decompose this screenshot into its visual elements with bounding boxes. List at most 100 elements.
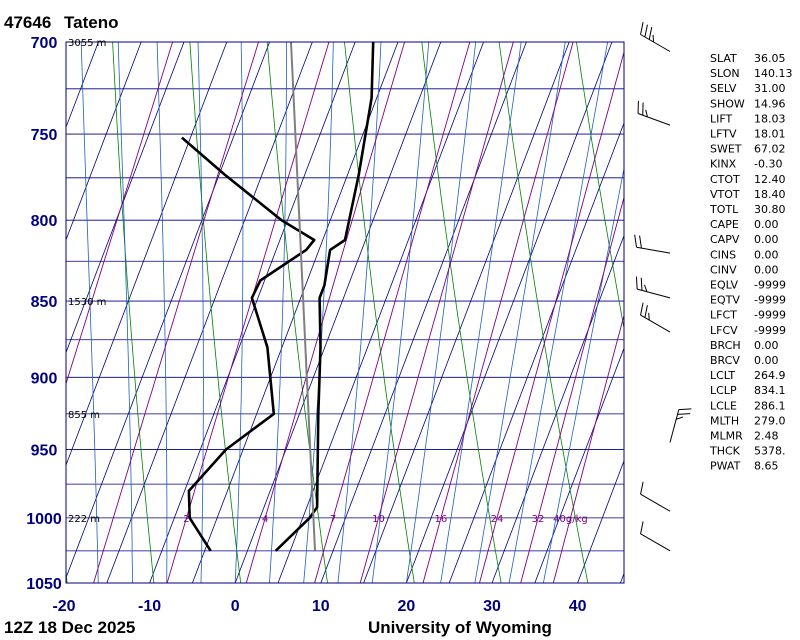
mixing-ratio-label: 32 <box>532 514 545 525</box>
mixing-ratio-line <box>520 195 624 583</box>
mixing-ratio-label: 2 <box>183 514 189 525</box>
dry-adiabat <box>576 42 624 331</box>
mixing-ratio-line <box>359 42 514 583</box>
wind-barb <box>635 276 671 299</box>
moist-adiabat <box>80 42 99 583</box>
index-value: 18.01 <box>754 128 786 141</box>
moist-adiabat <box>543 166 624 583</box>
station-name: Tateno <box>64 13 118 32</box>
temperature-tick-label: 20 <box>398 598 416 615</box>
mixing-ratio-label: 10 <box>372 514 385 525</box>
moist-adiabat <box>474 42 566 583</box>
background-lines <box>66 42 624 583</box>
index-key: EQLV <box>710 279 739 292</box>
wind-barbs <box>634 22 692 552</box>
index-key: SLON <box>710 67 740 80</box>
height-label: 3055 m <box>68 38 106 49</box>
isotherm-line <box>66 42 228 467</box>
index-value: 8.65 <box>754 460 779 473</box>
isotherm-line <box>534 347 624 583</box>
mixing-ratio-line <box>66 42 174 386</box>
height-label: 222 m <box>68 514 100 525</box>
index-key: SLAT <box>710 52 737 65</box>
index-value: 12.40 <box>754 173 786 186</box>
index-key: BRCH <box>710 339 741 352</box>
index-value: 5378. <box>754 445 786 458</box>
pressure-tick-label: 950 <box>31 442 58 459</box>
index-key: TOTL <box>709 203 739 216</box>
index-key: VTOT <box>710 188 740 201</box>
temperature-tick-label: 0 <box>231 598 240 615</box>
isotherm-line <box>66 42 185 354</box>
mixing-ratio-line <box>552 313 624 583</box>
index-value: 0.00 <box>754 218 779 231</box>
moist-adiabat <box>117 42 133 583</box>
index-key: LFTV <box>710 128 737 141</box>
height-label: 855 m <box>68 410 100 421</box>
temperature-tick-label: -20 <box>52 598 75 615</box>
isotherm-line <box>234 42 442 583</box>
index-key: THCK <box>709 445 741 458</box>
isotherm-line <box>149 42 356 583</box>
station-id: 47646 <box>4 13 51 32</box>
pressure-tick-label: 850 <box>31 294 58 311</box>
index-key: SWET <box>710 143 742 156</box>
mixing-ratio-label: 24 <box>491 514 504 525</box>
moist-adiabat <box>508 42 608 583</box>
index-value: 0.00 <box>754 354 779 367</box>
index-value: 834.1 <box>754 384 786 397</box>
index-value: 2.48 <box>754 430 779 443</box>
pressure-tick-label: 800 <box>31 213 58 230</box>
isotherm-line <box>66 42 270 579</box>
axis-labels: 700 750 800 850 900 950 1000 1050 -20 -10 0 10 20 30 4… <box>26 35 588 615</box>
mixing-ratio-line <box>479 50 624 583</box>
index-key: CTOT <box>710 173 740 186</box>
index-key: EQTV <box>710 294 740 307</box>
temperature-line <box>274 42 375 552</box>
wind-barb <box>634 234 671 254</box>
moist-adiabat <box>337 42 382 583</box>
moist-adiabat <box>406 42 477 583</box>
index-key: MLMR <box>710 430 743 443</box>
mixing-ratio-line <box>245 42 406 583</box>
isotherm-line <box>106 42 313 583</box>
index-value: 140.13 <box>754 67 793 80</box>
wind-barb <box>640 521 671 552</box>
data-source: University of Wyoming <box>368 618 552 637</box>
index-key: LFCT <box>710 309 737 322</box>
mixing-ratio-label: 40g/kg <box>553 514 588 525</box>
isotherm-line <box>66 42 142 241</box>
index-key: LIFT <box>710 112 733 125</box>
index-value: -9999 <box>754 324 786 337</box>
temperature-tick-label: 10 <box>312 598 330 615</box>
sounding-traces <box>181 42 375 552</box>
wind-barb <box>640 22 671 52</box>
wind-barb <box>637 100 671 126</box>
index-value: 14.96 <box>754 97 786 110</box>
index-value: 279.0 <box>754 414 786 427</box>
height-label: 1530 m <box>68 297 106 308</box>
index-value: -9999 <box>754 279 786 292</box>
isotherm-line <box>320 42 527 583</box>
dry-adiabat <box>344 42 415 583</box>
moist-adiabat <box>234 42 244 583</box>
index-key: CAPV <box>710 233 740 246</box>
isotherm-line <box>406 42 613 583</box>
moist-adiabat <box>440 42 522 583</box>
index-value: 18.40 <box>754 188 786 201</box>
index-value: 286.1 <box>754 399 786 412</box>
observation-time: 12Z 18 Dec 2025 <box>4 618 135 637</box>
mixing-ratio-label: 7 <box>330 514 336 525</box>
wind-barb <box>669 408 692 443</box>
isotherm-line <box>577 459 624 583</box>
isotherm-line <box>491 234 624 583</box>
index-key: LCLT <box>710 369 735 382</box>
index-key: SELV <box>710 82 737 95</box>
index-key: LFCV <box>710 324 738 337</box>
index-value: -9999 <box>754 309 786 322</box>
dewpoint-line <box>181 136 316 552</box>
index-value: -9999 <box>754 294 786 307</box>
index-value: 0.00 <box>754 339 779 352</box>
index-key: CAPE <box>710 218 739 231</box>
index-value: -0.30 <box>754 158 782 171</box>
